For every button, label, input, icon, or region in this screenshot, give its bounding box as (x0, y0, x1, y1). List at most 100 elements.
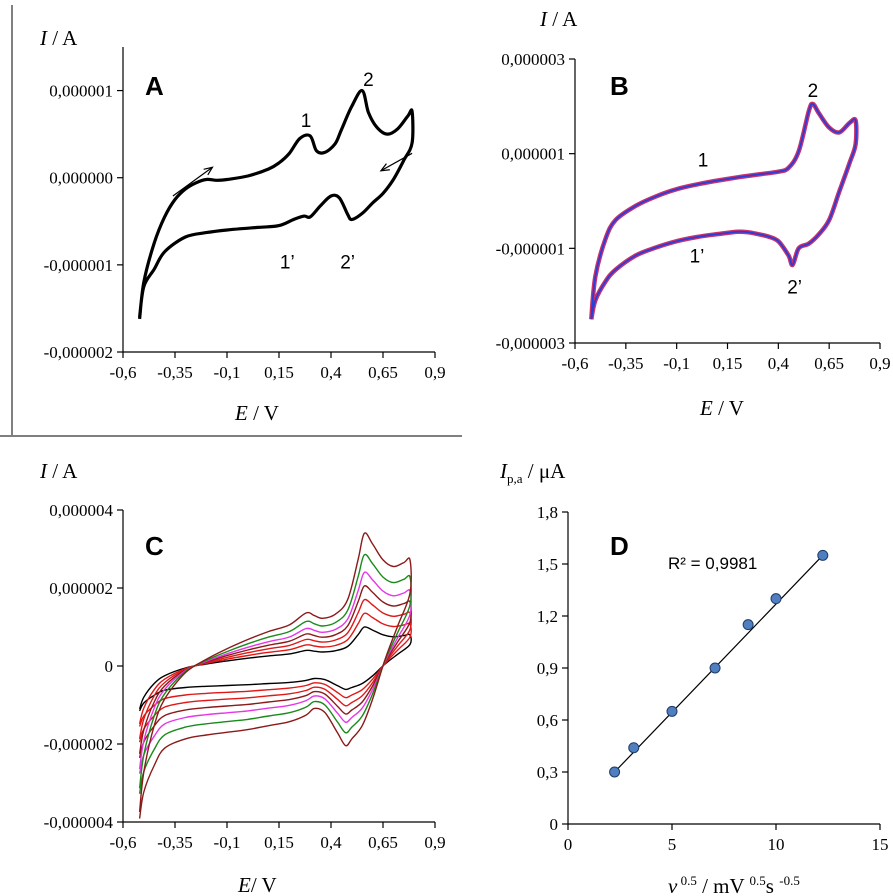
panel-c-y-symbol: I (39, 459, 48, 483)
panel-b-series-line (589, 101, 859, 320)
panel-b-x-tick-label: -0,1 (663, 354, 690, 373)
panel-c-letter: C (145, 531, 164, 561)
panel-c-y-unit: / A (47, 459, 78, 483)
panel-d-y-label: Ip,a / μA (499, 459, 566, 486)
panel-a-x-tick-label: 0,9 (424, 363, 445, 382)
panel-a-x-symbol: E (234, 401, 248, 425)
panel-b-x-symbol: E (699, 396, 713, 420)
panel-c-series-line (138, 532, 412, 819)
panel-c-y-label: I / A (39, 459, 78, 483)
panel-b-peak-label: 2’ (787, 277, 802, 298)
panel-b-y-tick-label: 0,000001 (501, 145, 565, 164)
panel-d-y-tick-label: 0,6 (537, 711, 558, 730)
panel-a-arrow-head (379, 163, 390, 172)
panel-a-direction-arrow (380, 152, 413, 172)
panel-d-y-tick-label: 1,5 (537, 555, 558, 574)
panel-d-y-tick-label: 1,8 (537, 503, 558, 522)
panel-c-y-tick-label: -0,000004 (44, 813, 114, 832)
panel-a-x-tick-label: -0,35 (157, 363, 192, 382)
panel-c-x-tick-label: 0,15 (264, 833, 294, 852)
panel-c-x-tick-label: -0,6 (110, 833, 137, 852)
panel-b-y-unit: / A (547, 7, 578, 31)
panel-c: I / A E/ V C -0,000004 -0,000002 0 0,000002… (39, 459, 446, 896)
panel-a-y-tick-label: 0,000001 (49, 82, 113, 101)
panel-c-y-tick-label: 0,000004 (49, 501, 113, 520)
panel-d-r2-annotation: R² = 0,9981 (668, 554, 757, 573)
panel-c-x-label: E/ V (237, 873, 277, 896)
panel-b-peak-label: 1 (698, 150, 709, 171)
panel-a-letter: A (145, 71, 164, 101)
panel-c-x-symbol: E (237, 873, 251, 896)
panel-a-y-unit: / A (47, 26, 78, 50)
panel-c-y-tick-label: 0,000002 (49, 579, 113, 598)
panel-a-y-tick-label: 0,000000 (49, 169, 113, 188)
panel-a-x-unit: / V (248, 401, 279, 425)
panel-a-peak-label: 1 (301, 111, 312, 132)
panel-d-y-tick-label: 1,2 (537, 607, 558, 626)
panel-d: Ip,a / μA v 0.5 / mV 0.5s -0.5 D R² = 0,… (499, 459, 889, 896)
panel-d-letter: D (610, 531, 629, 561)
panel-b-x-tick-label: -0,6 (562, 354, 589, 373)
panel-a-peak-label: 1’ (280, 252, 295, 273)
panel-d-x-tick-label: 15 (872, 835, 889, 854)
panel-b-x-tick-label: 0,9 (869, 354, 890, 373)
panel-d-x-sup3: -0.5 (779, 873, 800, 888)
panel-d-data-point (742, 619, 754, 631)
panel-a-x-tick-label: -0,6 (110, 363, 137, 382)
panel-c-x-unit: / V (251, 873, 277, 896)
panel-c-x-tick-label: -0,1 (214, 833, 241, 852)
panel-b-x-tick-label: -0,35 (608, 354, 643, 373)
panel-d-y-tick-label: 0,9 (537, 659, 558, 678)
panel-a-x-tick-label: 0,65 (368, 363, 398, 382)
panel-d-y-symbol: I (499, 459, 508, 483)
panel-d-x-mid: / mV (697, 874, 750, 896)
panel-d-x-mid2: s (766, 874, 779, 896)
panel-c-y-tick-label: 0 (105, 657, 114, 676)
panel-b-x-tick-label: 0,65 (814, 354, 844, 373)
panel-a-y-tick-label: -0,000001 (44, 256, 113, 275)
panel-b-peak-label: 2 (808, 81, 819, 102)
panel-c-x-tick-label: 0,9 (424, 833, 445, 852)
panel-b-series-line (590, 102, 858, 320)
panel-d-data-point (709, 662, 721, 674)
panel-b: I / A E / V B -0,000003 -0,000001 0,000001… (496, 7, 891, 420)
panel-a-direction-arrow (172, 166, 213, 197)
panel-a-y-symbol: I (39, 26, 48, 50)
panel-d-x-tick-label: 10 (768, 835, 785, 854)
panel-c-x-tick-label: 0,4 (320, 833, 342, 852)
panel-b-y-tick-label: -0,000001 (496, 239, 565, 258)
panel-d-x-tick-label: 5 (668, 835, 677, 854)
panel-c-series-line (138, 553, 412, 794)
panel-a-y-label: I / A (39, 26, 78, 50)
panel-d-x-sup1: 0.5 (677, 873, 697, 888)
panel-d-data-point (628, 742, 640, 754)
panel-d-x-symbol: v (668, 874, 678, 896)
panel-a-x-label: E / V (234, 401, 279, 425)
panel-d-y-tick-label: 0,3 (537, 763, 558, 782)
panel-a-peak-label: 2’ (340, 252, 355, 273)
panel-d-y-sub: p,a (507, 471, 523, 486)
panel-b-x-unit: / V (713, 396, 744, 420)
panel-b-x-label: E / V (699, 396, 744, 420)
panel-c-x-tick-label: 0,65 (368, 833, 398, 852)
panel-b-y-tick-label: 0,000003 (501, 50, 565, 69)
panel-d-y-tick-label: 0 (550, 815, 559, 834)
panel-a-x-tick-label: 0,15 (264, 363, 294, 382)
panel-c-y-tick-label: -0,000002 (44, 735, 113, 754)
panel-d-y-unit: / μA (523, 459, 567, 483)
panel-c-x-tick-label: -0,35 (157, 833, 192, 852)
panel-d-x-tick-label: 0 (564, 835, 573, 854)
panel-d-data-point (666, 705, 678, 717)
panel-d-x-sup2: 0.5 (750, 873, 766, 888)
panel-a: I / A E / V A -0,000002 -0,000001 0,000000… (39, 26, 446, 425)
panel-a-x-tick-label: 0,4 (320, 363, 342, 382)
panel-b-letter: B (610, 71, 629, 101)
panel-d-data-point (609, 766, 621, 778)
panel-d-data-point (817, 549, 829, 561)
panel-b-y-symbol: I (539, 7, 548, 31)
panel-d-data-point (770, 593, 782, 605)
panel-a-arrow-head (203, 166, 214, 176)
panel-a-series-line (138, 89, 415, 320)
panel-b-x-tick-label: 0,4 (768, 354, 790, 373)
